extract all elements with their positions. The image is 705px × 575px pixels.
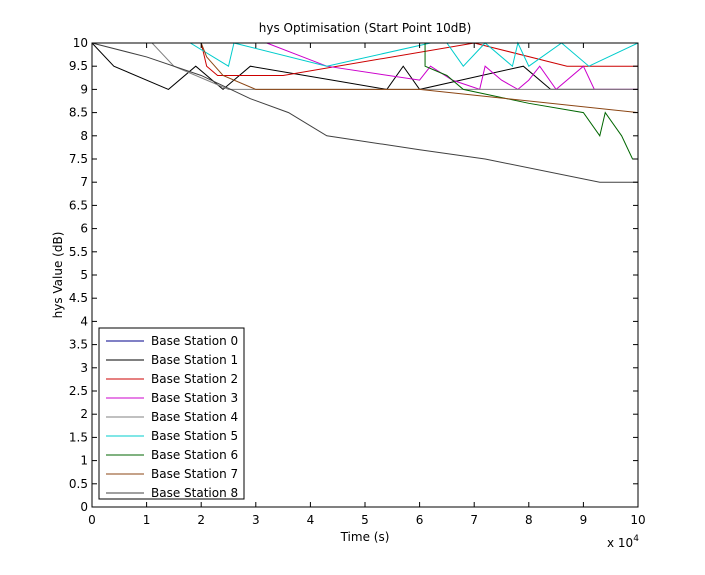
x-tick-label: 7 [470,513,478,527]
legend-label-7: Base Station 7 [151,467,238,481]
x-axis-multiplier-exponent: 4 [633,534,639,544]
legend-label-4: Base Station 4 [151,410,238,424]
legend-label-5: Base Station 5 [151,429,238,443]
x-axis-multiplier-base: x 10 [607,536,633,550]
y-tick-label: 9 [80,82,88,96]
y-tick-label: 1.5 [69,430,88,444]
y-tick-label: 1 [80,454,88,468]
legend-box [98,327,245,500]
ticks-layer: 0 1 2 3 4 5 6 7 8 9 10 0 0.5 1 1.5 2 2.5 3 3.5 4 4.5 5 5.5 6 6.5… [69,36,646,527]
y-tick-label: 3.5 [69,338,88,352]
y-tick-label: 7.5 [69,152,88,166]
series-line-2 [92,42,638,76]
series-line-6 [92,42,638,160]
legend-label-8: Base Station 8 [151,486,238,500]
x-tick-label: 2 [197,513,205,527]
y-tick-label: 0 [80,500,88,514]
chart-title: hys Optimisation (Start Point 10dB) [259,21,472,35]
legend: Base Station 0 Base Station 1 Base Station… [98,327,245,500]
legend-label-1: Base Station 1 [151,353,238,367]
y-tick-label: 3 [80,361,88,375]
y-tick-label: 10 [73,36,88,50]
x-tick-label: 5 [361,513,369,527]
x-tick-label: 4 [307,513,315,527]
x-tick-label: 0 [88,513,96,527]
x-tick-label: 3 [252,513,260,527]
x-tick-label: 1 [143,513,151,527]
y-tick-label: 2 [80,407,88,421]
x-axis-multiplier: x 104 [607,534,639,550]
y-tick-label: 7 [80,175,88,189]
x-axis-label: Time (s) [340,530,390,544]
y-tick-label: 5 [80,268,88,282]
x-tick-label: 8 [525,513,533,527]
series-line-1 [91,42,638,91]
legend-label-0: Base Station 0 [151,334,238,348]
y-tick-label: 8.5 [69,106,88,120]
series-line-3 [92,42,638,91]
x-tick-label: 9 [580,513,588,527]
y-axis-label: hys Value (dB) [51,232,65,319]
legend-label-2: Base Station 2 [151,372,238,386]
y-tick-label: 4 [80,314,88,328]
x-tick-label: 10 [630,513,645,527]
legend-label-3: Base Station 3 [151,391,238,405]
y-tick-label: 6 [80,222,88,236]
y-tick-label: 6.5 [69,198,88,212]
y-tick-label: 8 [80,129,88,143]
x-tick-label: 6 [416,513,424,527]
series-line-5 [92,41,639,68]
y-tick-label: 4.5 [69,291,88,305]
legend-items: Base Station 0 Base Station 1 Base Station… [106,334,238,500]
y-tick-label: 0.5 [69,477,88,491]
legend-label-6: Base Station 6 [151,448,238,462]
y-tick-label: 2.5 [69,384,88,398]
series-line-8 [91,42,638,183]
y-tick-label: 9.5 [69,59,88,73]
y-tick-label: 5.5 [69,245,88,259]
